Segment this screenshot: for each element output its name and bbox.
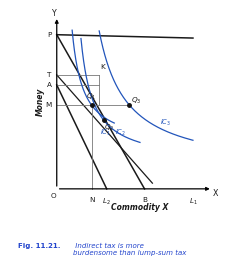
Text: Y: Y	[51, 9, 55, 18]
Text: A: A	[47, 82, 52, 88]
Text: $L_1$: $L_1$	[189, 197, 197, 208]
Text: N: N	[89, 197, 94, 203]
Text: M: M	[45, 102, 52, 108]
Text: Fig. 11.21.: Fig. 11.21.	[18, 243, 61, 249]
Text: Indirect tax is more
burdensome than lump-sum tax: Indirect tax is more burdensome than lum…	[73, 243, 186, 256]
Text: $IC_2$: $IC_2$	[115, 127, 126, 138]
Text: P: P	[47, 32, 52, 38]
Text: $Q_2$: $Q_2$	[104, 122, 115, 133]
Text: O: O	[50, 193, 56, 199]
Text: $IC_3$: $IC_3$	[160, 118, 171, 128]
Text: $L_2$: $L_2$	[102, 197, 111, 208]
Text: $IC_1$: $IC_1$	[100, 127, 111, 138]
Text: Commodity X: Commodity X	[111, 203, 169, 212]
Text: $Q_3$: $Q_3$	[131, 95, 142, 106]
Text: Money: Money	[36, 88, 44, 116]
Text: K: K	[101, 64, 105, 70]
Text: $Q_1$: $Q_1$	[86, 92, 96, 102]
Text: X: X	[213, 189, 218, 198]
Text: T: T	[47, 72, 52, 78]
Text: B: B	[142, 197, 147, 203]
